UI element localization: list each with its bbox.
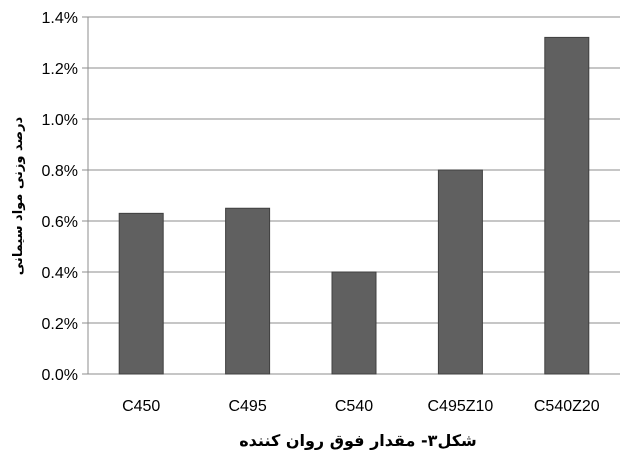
bar-c495 [225,207,271,375]
y-tick-label: 1.2% [42,61,78,78]
bar-c450 [118,212,164,375]
y-tick-label: 1.4% [42,10,78,27]
bars [118,36,590,375]
y-tick-label: 1.0% [42,112,78,129]
bar-c540 [331,271,377,375]
x-tick-label: C495Z10 [427,398,493,415]
x-axis-title: شکل۳- مقدار فوق روان کننده [239,431,477,450]
bar-c495z10 [437,169,483,375]
bar-c540z20 [544,36,590,375]
x-tick-label: C540Z20 [534,398,600,415]
x-tick-label: C540 [335,398,373,415]
y-tick-label: 0.8% [42,163,78,180]
y-tick-label: 0.0% [42,367,78,384]
y-axis-title: درصد وزنی مواد سیمانی [11,116,26,275]
y-tick-label: 0.6% [42,214,78,231]
y-tick-label: 0.2% [42,316,78,333]
y-axis-ticks: 0.0% 0.2% 0.4% 0.6% 0.8% 1.0% 1.2% 1.4% [42,10,88,384]
x-axis-ticks: C450 C495 C540 C495Z10 C540Z20 [122,398,600,415]
x-tick-label: C495 [228,398,266,415]
x-tick-label: C450 [122,398,160,415]
y-tick-label: 0.4% [42,265,78,282]
